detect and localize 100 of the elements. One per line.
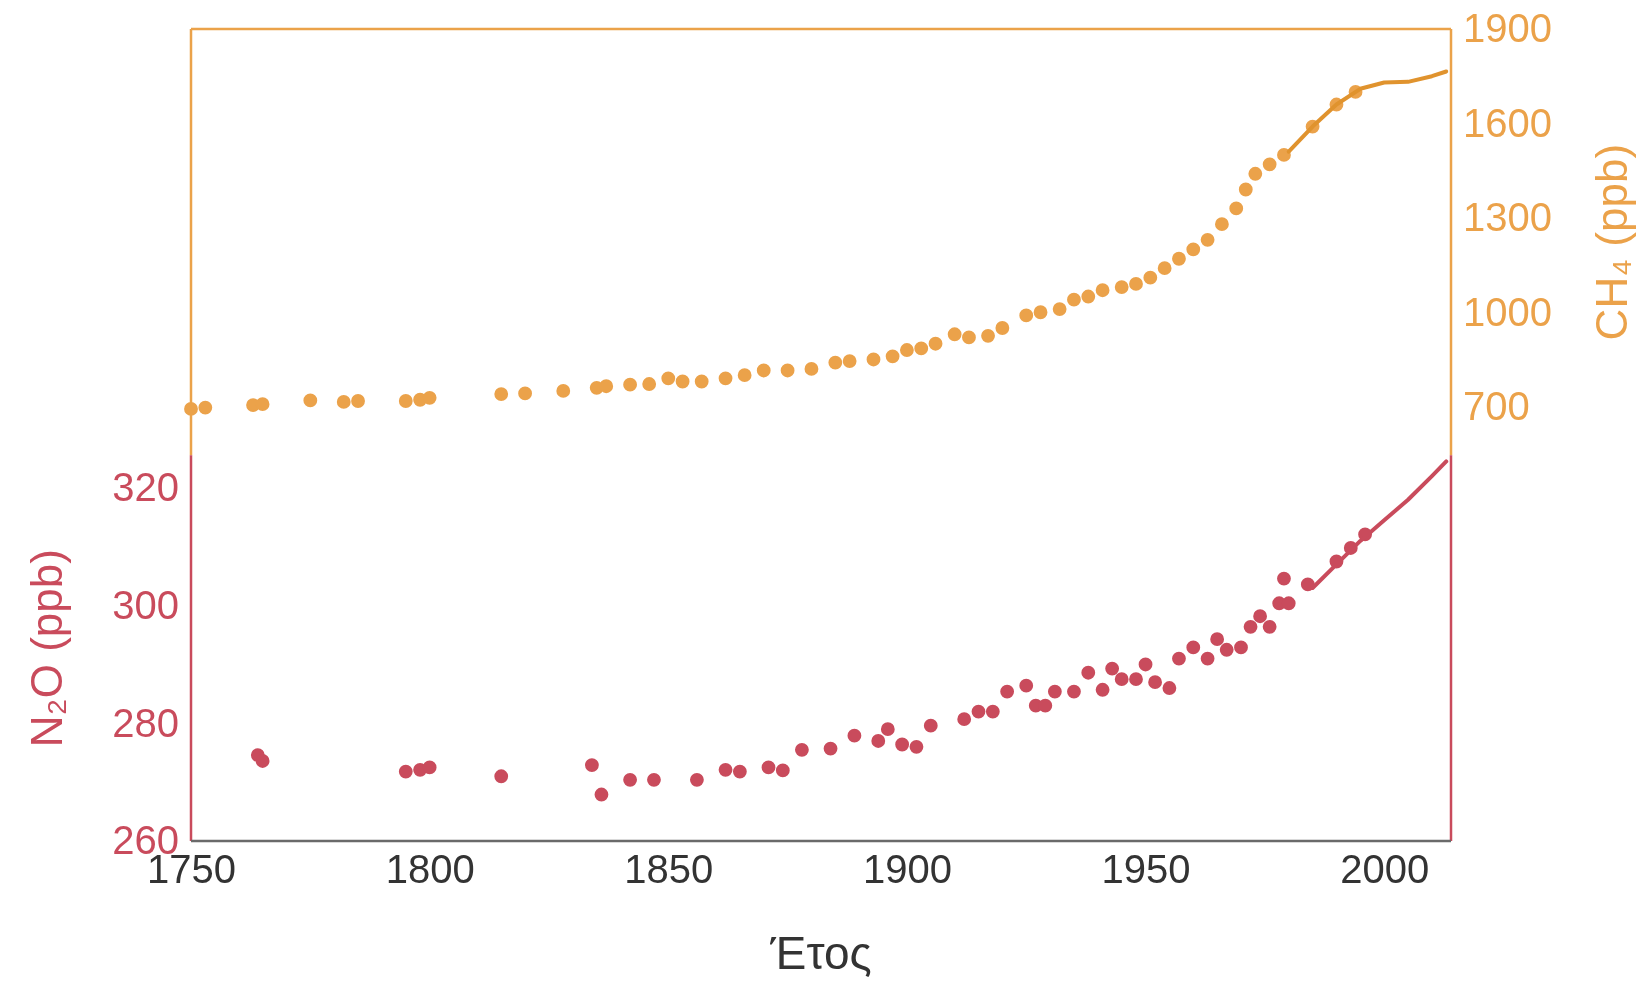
- point: [909, 739, 924, 754]
- point: [732, 764, 747, 779]
- point: [1229, 201, 1244, 216]
- point: [303, 393, 318, 408]
- point: [1138, 657, 1153, 672]
- point: [780, 363, 795, 378]
- point: [1148, 675, 1162, 690]
- point: [255, 754, 270, 768]
- point: [184, 401, 198, 416]
- y-tick-label: 320: [112, 465, 179, 510]
- point: [985, 704, 1000, 719]
- point: [981, 328, 995, 343]
- point: [1157, 261, 1172, 276]
- point: [623, 772, 637, 787]
- point: [647, 772, 661, 787]
- point: [775, 763, 790, 778]
- point: [422, 760, 437, 775]
- point: [623, 377, 637, 392]
- point: [962, 330, 976, 345]
- point: [1095, 283, 1110, 298]
- point: [1052, 302, 1067, 316]
- point: [1038, 698, 1053, 713]
- y2-tick-label: 1300: [1463, 195, 1552, 240]
- point: [947, 327, 962, 342]
- point: [1067, 292, 1081, 307]
- point: [422, 390, 437, 405]
- point: [1200, 232, 1215, 247]
- y2-tick-label: 1600: [1463, 100, 1552, 145]
- point: [398, 394, 413, 408]
- point: [1129, 277, 1143, 291]
- point: [1200, 651, 1215, 666]
- point: [1081, 289, 1096, 304]
- point: [351, 394, 365, 408]
- point: [1095, 682, 1110, 697]
- x-axis-title: Έτος: [769, 927, 872, 979]
- point: [880, 722, 895, 737]
- y-tick-label: 300: [112, 582, 179, 627]
- point: [1081, 665, 1096, 680]
- point: [1067, 684, 1081, 699]
- point: [823, 741, 838, 756]
- point: [518, 386, 532, 401]
- y-tick-label: 280: [112, 700, 179, 745]
- point: [494, 387, 509, 401]
- point: [847, 728, 862, 743]
- point: [866, 352, 881, 367]
- point: [556, 384, 571, 398]
- point: [1262, 157, 1277, 172]
- x-tick-label: 1950: [1101, 847, 1191, 892]
- point: [1019, 678, 1034, 693]
- point: [1253, 609, 1267, 624]
- point: [1143, 270, 1158, 285]
- point: [828, 355, 843, 370]
- point: [761, 760, 776, 775]
- point: [255, 397, 270, 412]
- point: [642, 377, 657, 391]
- point: [957, 712, 972, 727]
- point: [1019, 308, 1034, 323]
- point: [1248, 166, 1263, 181]
- point: [1162, 681, 1177, 695]
- y2-tick-label: 1000: [1463, 289, 1552, 334]
- point: [1215, 217, 1229, 232]
- point: [871, 734, 886, 748]
- x-tick-label: 1900: [862, 847, 952, 892]
- point: [804, 362, 819, 376]
- point: [1172, 651, 1186, 666]
- point: [1114, 672, 1129, 687]
- point: [1277, 148, 1291, 162]
- point: [995, 321, 1010, 335]
- point: [675, 374, 690, 389]
- point: [885, 349, 900, 364]
- x-tick-label: 1800: [385, 847, 475, 892]
- point: [1105, 661, 1120, 676]
- point: [1234, 640, 1248, 655]
- point: [585, 758, 599, 772]
- point: [1277, 571, 1291, 586]
- point: [198, 400, 213, 415]
- x-tick-label: 2000: [1340, 847, 1430, 892]
- point: [694, 374, 709, 389]
- point: [1186, 640, 1201, 655]
- point: [756, 363, 771, 378]
- point: [737, 368, 752, 383]
- point: [1210, 632, 1225, 647]
- point: [923, 718, 938, 733]
- point: [1129, 672, 1143, 687]
- point: [1262, 619, 1277, 634]
- point: [336, 395, 351, 409]
- y2-axis-title: CH₄ (ppb): [1587, 143, 1636, 341]
- point: [1033, 305, 1048, 320]
- y2-tick-label: 700: [1463, 383, 1530, 428]
- point: [842, 354, 857, 368]
- point: [971, 704, 986, 719]
- y-axis-title: N₂O (ppb): [22, 549, 71, 748]
- point: [1172, 251, 1186, 266]
- y2-tick-label: 1900: [1463, 6, 1552, 51]
- point: [1114, 280, 1129, 294]
- point: [1186, 242, 1201, 257]
- point: [494, 769, 509, 784]
- point: [594, 787, 609, 802]
- point: [718, 762, 733, 777]
- point: [1219, 642, 1234, 657]
